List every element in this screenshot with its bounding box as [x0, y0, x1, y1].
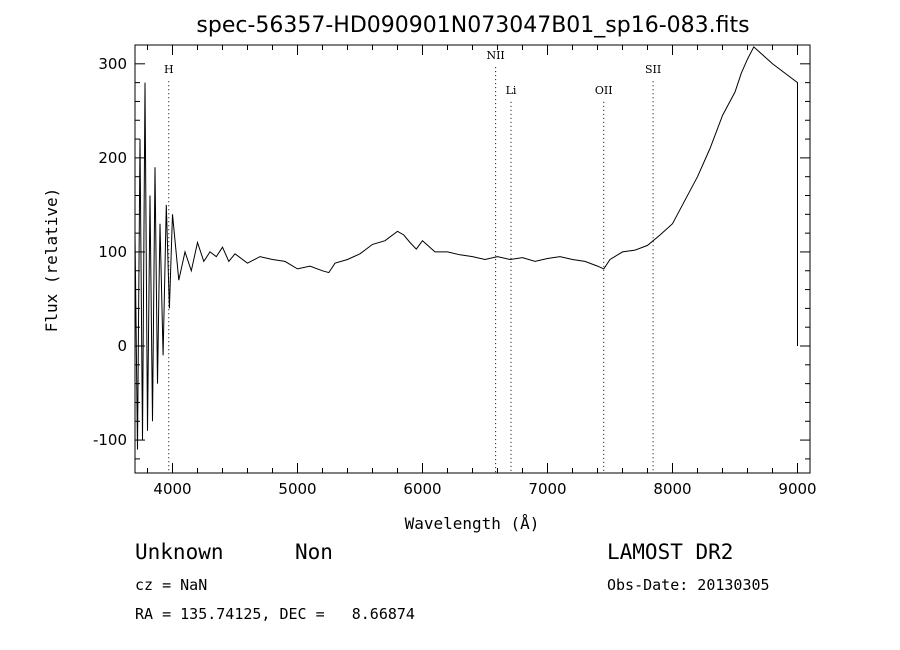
y-tick-label: 300: [98, 55, 127, 73]
y-tick-label: 100: [98, 243, 127, 261]
x-tick-label: 4000: [153, 480, 191, 498]
annotation-label: OII: [595, 84, 613, 97]
spectrum-line: [134, 46, 798, 450]
spectrum-line-group: [134, 46, 798, 450]
x-tick-label: 9000: [778, 480, 816, 498]
annotation-label: SII: [645, 63, 661, 76]
line-annotations: H NII Li OII SII: [164, 49, 661, 473]
plot-frame: [134, 44, 811, 474]
chart-title: spec-56357-HD090901N073047B01_sp16-083.f…: [196, 13, 749, 38]
y-tick-label: -100: [93, 431, 127, 449]
x-tick-label: 6000: [403, 480, 441, 498]
annotation-label: H: [164, 63, 174, 76]
redshift-cz: cz = NaN: [135, 576, 208, 594]
object-class: Non: [295, 540, 333, 564]
object-type: Unknown: [135, 540, 224, 564]
y-axis-label: Flux (relative): [42, 188, 61, 333]
observation-date: Obs-Date: 20130305: [607, 576, 770, 594]
x-tick-label: 7000: [528, 480, 566, 498]
coordinates: RA = 135.74125, DEC = 8.66874: [135, 605, 415, 623]
x-axis-label: Wavelength (Å): [405, 514, 540, 533]
x-tick-label: 5000: [278, 480, 316, 498]
annotation-label: NII: [486, 49, 504, 62]
annotation-label: Li: [506, 84, 517, 97]
y-tick-label: 200: [98, 149, 127, 167]
y-tick-label: 0: [117, 337, 127, 355]
x-tick-label: 8000: [653, 480, 691, 498]
survey-name: LAMOST DR2: [607, 540, 734, 564]
plot-area: [134, 44, 811, 474]
axes: 4000 5000 6000 7000 8000 9000 -100 0 100 200 300: [93, 44, 817, 498]
